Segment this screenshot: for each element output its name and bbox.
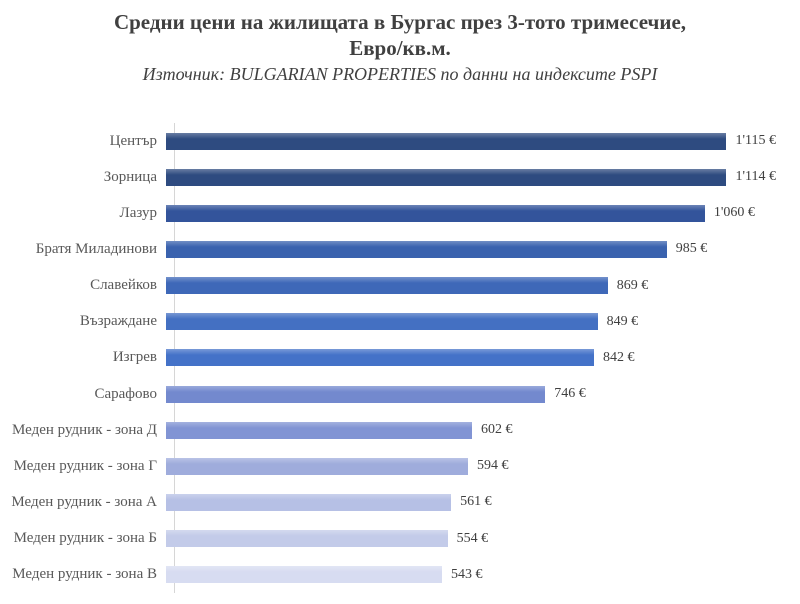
bar-track: 554 € bbox=[166, 521, 776, 557]
bar-row: Сарафово 746 € bbox=[0, 376, 800, 412]
value-label: 1'115 € bbox=[735, 133, 776, 149]
bar-track: 842 € bbox=[166, 340, 776, 376]
value-label: 869 € bbox=[616, 277, 649, 293]
value-label: 554 € bbox=[456, 530, 489, 546]
value-label: 1'114 € bbox=[735, 169, 776, 185]
category-label: Меден рудник - зона А bbox=[11, 493, 157, 510]
bar-track: 602 € bbox=[166, 412, 776, 448]
value-label: 543 € bbox=[451, 566, 483, 582]
chart-header: Средни цени на жилищата в Бургас през 3-… bbox=[0, 10, 800, 87]
bar bbox=[166, 168, 727, 186]
category-label: Център bbox=[109, 132, 157, 149]
bar-row: Зорница 1'114 € bbox=[0, 159, 800, 195]
bar-track: 746 € bbox=[166, 376, 776, 412]
value-label: 1'060 € bbox=[713, 205, 755, 221]
bar-track: 561 € bbox=[166, 484, 776, 520]
value-label: 561 € bbox=[460, 494, 492, 510]
category-label: Меден рудник - зона В bbox=[12, 566, 157, 583]
chart-subtitle: Източник: BULGARIAN PROPERTIES по данни … bbox=[142, 64, 658, 85]
bar-row: Възраждане 849 € bbox=[0, 304, 800, 340]
bar bbox=[166, 530, 448, 548]
bar-track: 985 € bbox=[166, 231, 776, 267]
value-label: 842 € bbox=[603, 349, 635, 365]
bar-row: Меден рудник - зона Г 594 € bbox=[0, 448, 800, 484]
bar-row: Център 1'115 € bbox=[0, 123, 800, 159]
bar-track: 594 € bbox=[166, 448, 776, 484]
bar-row: Меден рудник - зона Б 554 € bbox=[0, 521, 800, 557]
chart-title-line2: Евро/кв.м. bbox=[349, 35, 451, 60]
bar bbox=[166, 204, 705, 222]
bar bbox=[166, 421, 473, 439]
bar-track: 1'114 € bbox=[166, 159, 776, 195]
bar bbox=[166, 457, 468, 475]
value-label: 746 € bbox=[554, 386, 586, 402]
bar-row: Лазур 1'060 € bbox=[0, 195, 800, 231]
plot-area: Център 1'115 € Зорница 1'114 € Лазур 1'0… bbox=[0, 123, 800, 593]
bar-track: 849 € bbox=[166, 304, 776, 340]
bar-row: Меден рудник - зона А 561 € bbox=[0, 484, 800, 520]
chart-rows: Център 1'115 € Зорница 1'114 € Лазур 1'0… bbox=[0, 123, 800, 593]
bar bbox=[166, 349, 595, 367]
bar-track: 1'115 € bbox=[166, 123, 776, 159]
category-label: Славейков bbox=[90, 277, 157, 294]
category-label: Братя Миладинови bbox=[35, 240, 157, 257]
value-label: 849 € bbox=[606, 313, 639, 329]
bar-row: Братя Миладинови 985 € bbox=[0, 231, 800, 267]
category-label: Сарафово bbox=[94, 385, 157, 402]
category-label: Меден рудник - зона Д bbox=[12, 421, 157, 438]
chart-title-line1: Средни цени на жилищата в Бургас през 3-… bbox=[113, 10, 687, 34]
bar-track: 543 € bbox=[166, 557, 776, 593]
bar-row: Славейков 869 € bbox=[0, 268, 800, 304]
bar-row: Изгрев 842 € bbox=[0, 340, 800, 376]
bar bbox=[166, 385, 546, 403]
bar-row: Меден рудник - зона Д 602 € bbox=[0, 412, 800, 448]
bar bbox=[166, 313, 598, 331]
category-label: Зорница bbox=[103, 168, 157, 185]
bar bbox=[166, 566, 443, 584]
value-label: 594 € bbox=[476, 458, 509, 474]
value-label: 985 € bbox=[675, 241, 708, 257]
value-label: 602 € bbox=[481, 422, 513, 438]
category-label: Меден рудник - зона Б bbox=[13, 530, 157, 547]
bar-track: 869 € bbox=[166, 268, 776, 304]
bar bbox=[166, 277, 608, 295]
bar bbox=[166, 493, 452, 511]
category-label: Меден рудник - зона Г bbox=[13, 457, 157, 474]
chart-title: Средни цени на жилищата в Бургас през 3-… bbox=[0, 10, 800, 61]
bar bbox=[166, 240, 667, 258]
bar-row: Меден рудник - зона В 543 € bbox=[0, 557, 800, 593]
category-label: Възраждане bbox=[79, 313, 157, 330]
bar bbox=[166, 132, 727, 150]
category-label: Изгрев bbox=[112, 349, 157, 366]
category-label: Лазур bbox=[119, 204, 157, 221]
bar-track: 1'060 € bbox=[166, 195, 776, 231]
